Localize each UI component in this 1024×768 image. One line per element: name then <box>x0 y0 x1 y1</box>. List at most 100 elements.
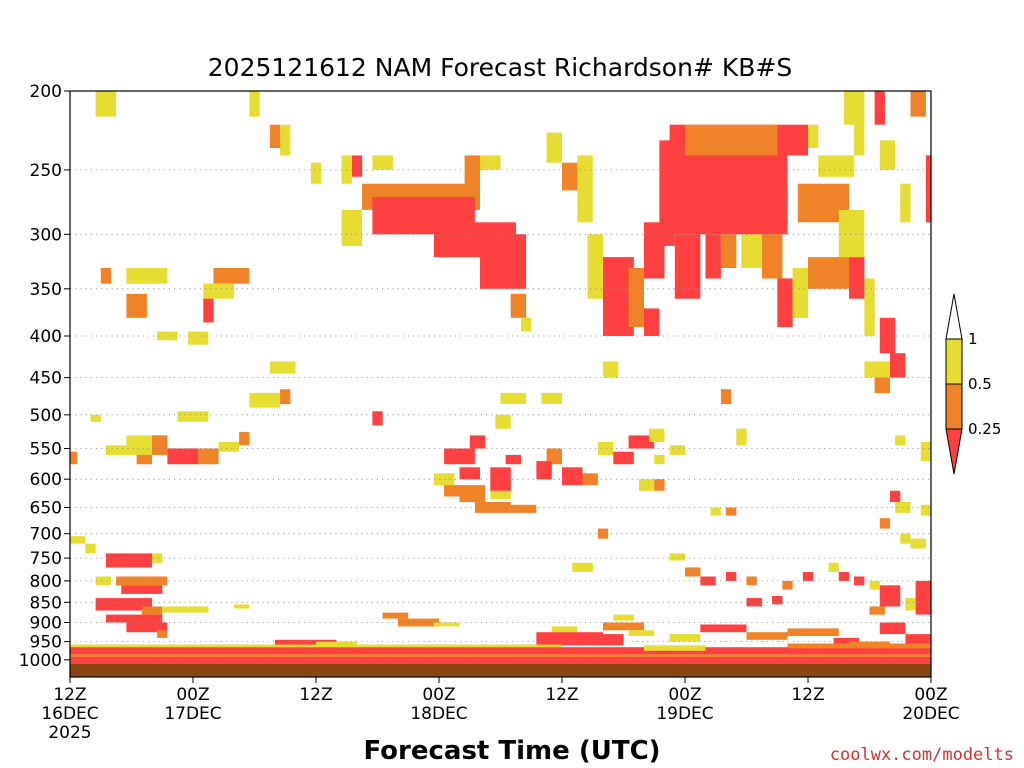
ri-cell-141 <box>95 576 111 586</box>
x-tick-label-12-2: 17DEC <box>164 704 221 724</box>
ri-cell-90 <box>505 454 521 465</box>
ri-cell-134 <box>895 435 906 446</box>
credit-link[interactable]: coolwx.com/modelts <box>830 745 1014 765</box>
legend-label-1: 1 <box>968 330 978 348</box>
ri-cell-93 <box>546 448 562 465</box>
ri-cell-99 <box>628 435 655 449</box>
ri-cell-103 <box>638 479 655 491</box>
ri-cell-79 <box>70 451 78 465</box>
ri-cell-74 <box>136 454 152 465</box>
ri-cell-152 <box>551 626 578 633</box>
ri-cell-68 <box>720 389 732 405</box>
ri-cell-76 <box>198 448 219 465</box>
ri-cell-19 <box>577 155 593 223</box>
ri-cell-48 <box>910 91 926 117</box>
ri-cell-35 <box>777 278 793 327</box>
ri-cell-170 <box>275 639 337 645</box>
ri-cell-129 <box>879 518 891 529</box>
legend-label-0-25: 0.25 <box>968 420 1001 438</box>
ri-cell-125 <box>905 598 916 611</box>
ri-cell-94 <box>536 461 552 480</box>
ri-cell-64 <box>280 389 291 405</box>
x-axis-label: Forecast Time (UTC) <box>363 736 660 766</box>
ri-cell-69 <box>90 414 101 422</box>
ri-cell-136 <box>85 543 96 554</box>
ri-cell-95 <box>562 467 583 486</box>
ri-cell-162 <box>833 637 860 646</box>
ri-cell-15 <box>464 155 480 197</box>
legend-arrow-bottom <box>945 428 963 475</box>
ri-cell-72 <box>105 445 152 455</box>
legend-label-0-5: 0.5 <box>968 375 992 393</box>
ri-cell-154 <box>592 634 624 646</box>
y-tick-label-500: 500 <box>30 406 62 426</box>
ri-cell-62 <box>269 361 296 374</box>
ri-cell-49 <box>925 155 931 223</box>
x-tick-label-12-1: 00Z <box>176 685 209 705</box>
ri-cell-118 <box>802 572 814 581</box>
ri-cell-70 <box>126 435 168 446</box>
ri-cell-27 <box>685 124 778 156</box>
ri-cell-20 <box>587 234 603 299</box>
ri-cell-52 <box>874 377 890 393</box>
y-tick-label-600: 600 <box>30 470 62 490</box>
ri-cell-160 <box>746 632 788 640</box>
ri-cell-117 <box>782 580 793 590</box>
ri-cell-24 <box>644 308 660 336</box>
ri-cell-55 <box>126 268 168 284</box>
ri-cell-116 <box>772 596 783 605</box>
ri-cell-166 <box>70 644 562 648</box>
ri-cell-63 <box>249 392 281 408</box>
ri-cell-133 <box>920 442 932 462</box>
ri-cell-164 <box>879 622 906 635</box>
ri-cell-58 <box>203 283 235 299</box>
ri-cell-85 <box>444 485 460 497</box>
ri-cell-126 <box>915 580 931 615</box>
ri-cell-135 <box>70 536 86 544</box>
ri-cell-138 <box>152 553 163 563</box>
ri-cell-156 <box>628 630 655 636</box>
y-tick-label-400: 400 <box>30 327 62 347</box>
ri-cell-17 <box>546 132 562 163</box>
ri-cell-146 <box>126 622 168 633</box>
ri-cell-161 <box>787 628 839 636</box>
ri-cell-87 <box>474 502 511 513</box>
x-tick-label-24-1: 12Z <box>299 685 332 705</box>
ri-cell-13 <box>521 317 532 332</box>
ri-cell-169 <box>70 656 931 664</box>
ri-cell-137 <box>105 553 152 568</box>
ri-cell-105 <box>736 428 747 446</box>
ri-cell-54 <box>100 268 112 284</box>
ri-cell-110 <box>669 553 685 561</box>
ri-cell-36 <box>792 268 808 318</box>
ri-cell-43 <box>854 91 865 156</box>
ri-cell-142 <box>95 598 152 611</box>
y-tick-label-250: 250 <box>30 161 62 181</box>
y-tick-label-700: 700 <box>30 525 62 545</box>
ri-cell-84 <box>433 473 455 486</box>
ri-cell-107 <box>710 507 721 516</box>
y-tick-label-850: 850 <box>30 593 62 613</box>
ri-cell-106 <box>726 507 737 516</box>
ri-cell-132 <box>920 504 932 516</box>
x-tick-label-0-1: 12Z <box>53 685 86 705</box>
ri-cell-28 <box>787 124 808 156</box>
ri-cell-42 <box>864 278 875 336</box>
ri-cell-168 <box>70 654 931 657</box>
ri-cell-167 <box>70 647 931 655</box>
ri-cell-159 <box>700 624 747 633</box>
ri-cell-33 <box>741 234 762 268</box>
ri-cell-100 <box>649 428 665 442</box>
ri-cell-148 <box>234 604 250 609</box>
x-tick-label-36-2: 18DEC <box>410 704 467 724</box>
ri-cell-40 <box>818 155 855 177</box>
ri-cell-75 <box>167 448 199 465</box>
ri-cell-139 <box>116 576 168 586</box>
ri-cell-120 <box>838 572 850 581</box>
ri-cell-78 <box>239 432 250 446</box>
ri-cell-155 <box>603 622 644 631</box>
ri-cell-23 <box>644 222 665 279</box>
chart-title: 2025121612 NAM Forecast Richardson# KB#S <box>208 53 792 82</box>
x-tick-label-36-1: 00Z <box>422 685 455 705</box>
